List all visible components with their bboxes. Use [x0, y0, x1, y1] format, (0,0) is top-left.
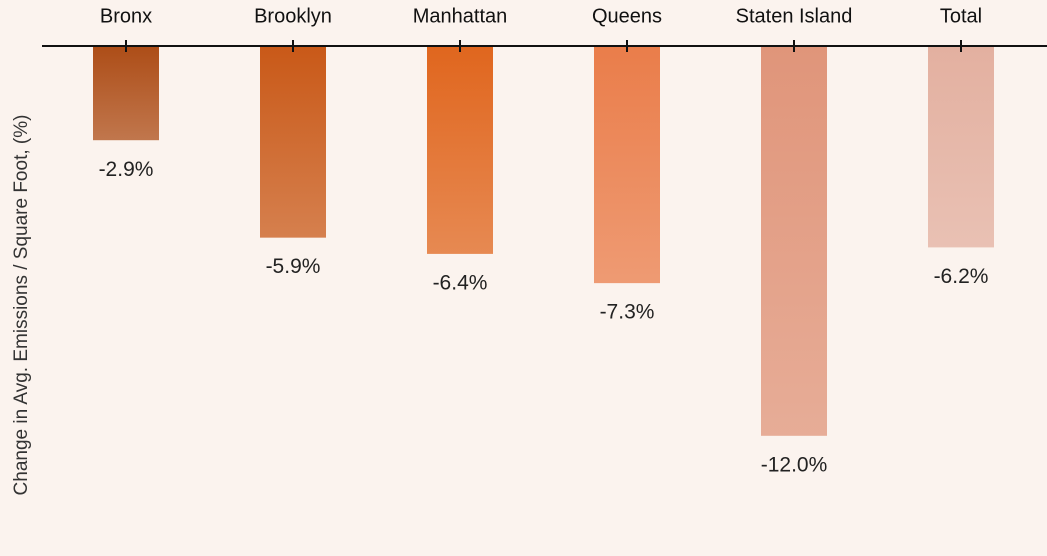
x-tick-label: Brooklyn: [254, 5, 332, 27]
x-tick-label: Manhattan: [413, 5, 508, 27]
data-label: -5.9%: [266, 255, 321, 278]
bar: [427, 46, 493, 254]
data-label: -6.2%: [934, 265, 989, 288]
y-axis-label: Change in Avg. Emissions / Square Foot, …: [11, 115, 32, 496]
bar: [928, 46, 994, 248]
data-label: -6.4%: [433, 271, 488, 294]
data-label: -7.3%: [600, 301, 655, 324]
data-label: -12.0%: [761, 453, 828, 476]
x-tick-label: Bronx: [100, 5, 152, 27]
bar: [93, 46, 159, 141]
x-tick-label: Queens: [592, 5, 662, 27]
bar: [761, 46, 827, 436]
data-label: -2.9%: [99, 158, 154, 181]
x-tick-label: Staten Island: [736, 5, 853, 27]
bar: [260, 46, 326, 238]
x-tick-label: Total: [940, 5, 982, 27]
bar: [594, 46, 660, 284]
